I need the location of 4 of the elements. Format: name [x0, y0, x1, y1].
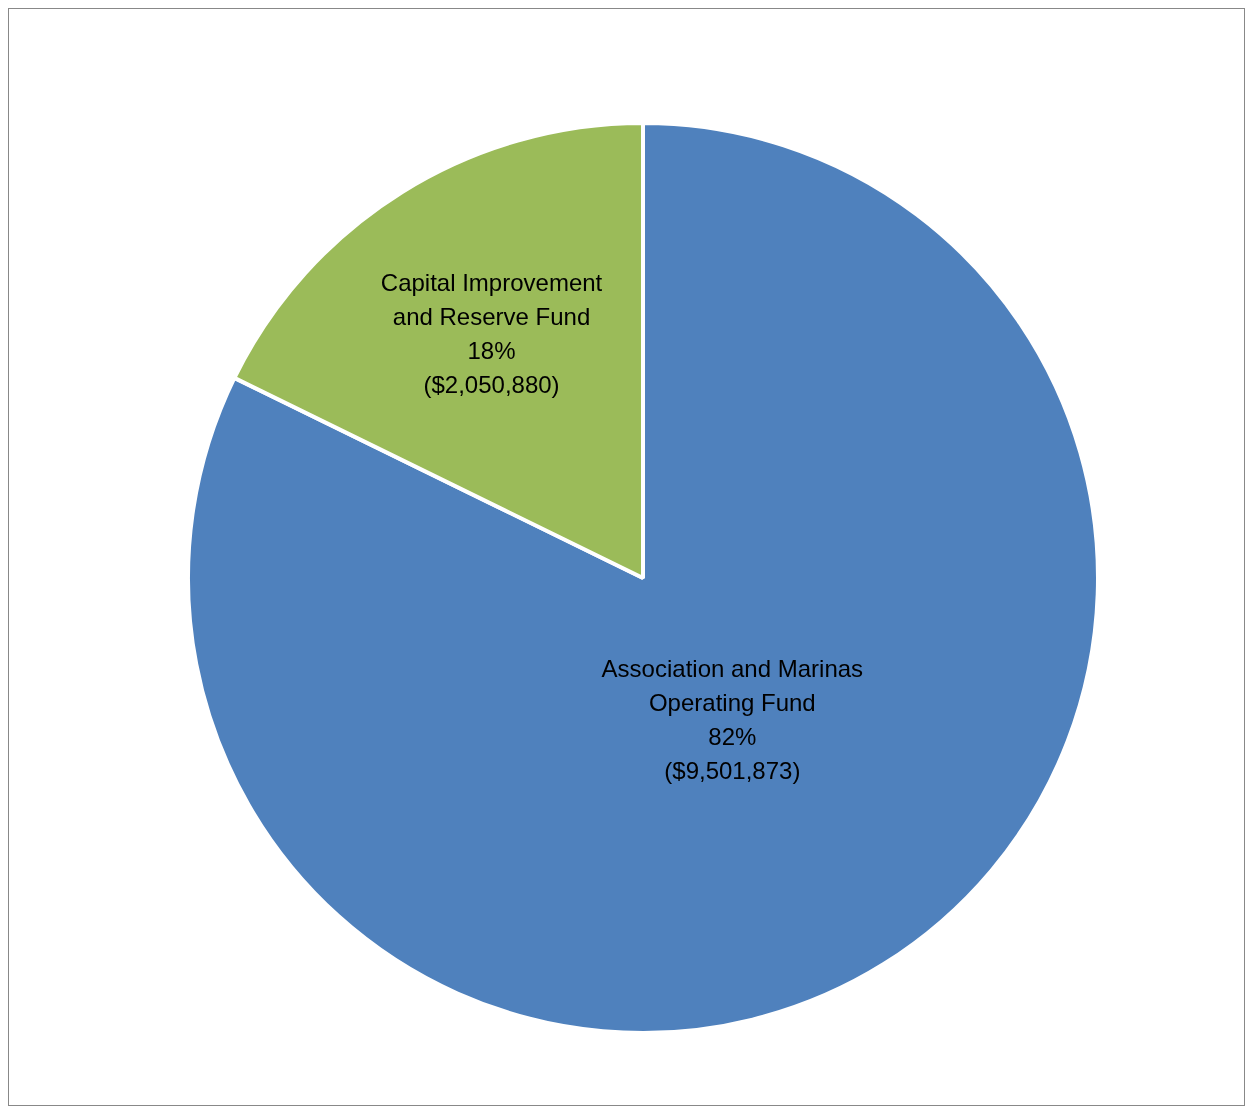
- slice-label: Capital Improvement and Reserve Fund: [380, 268, 603, 330]
- slice-label: Association and Marinas Operating Fund: [601, 654, 864, 716]
- data-label: 82% ($9,501,873): [664, 722, 801, 784]
- data-label: 18% ($2,050,880): [423, 336, 560, 398]
